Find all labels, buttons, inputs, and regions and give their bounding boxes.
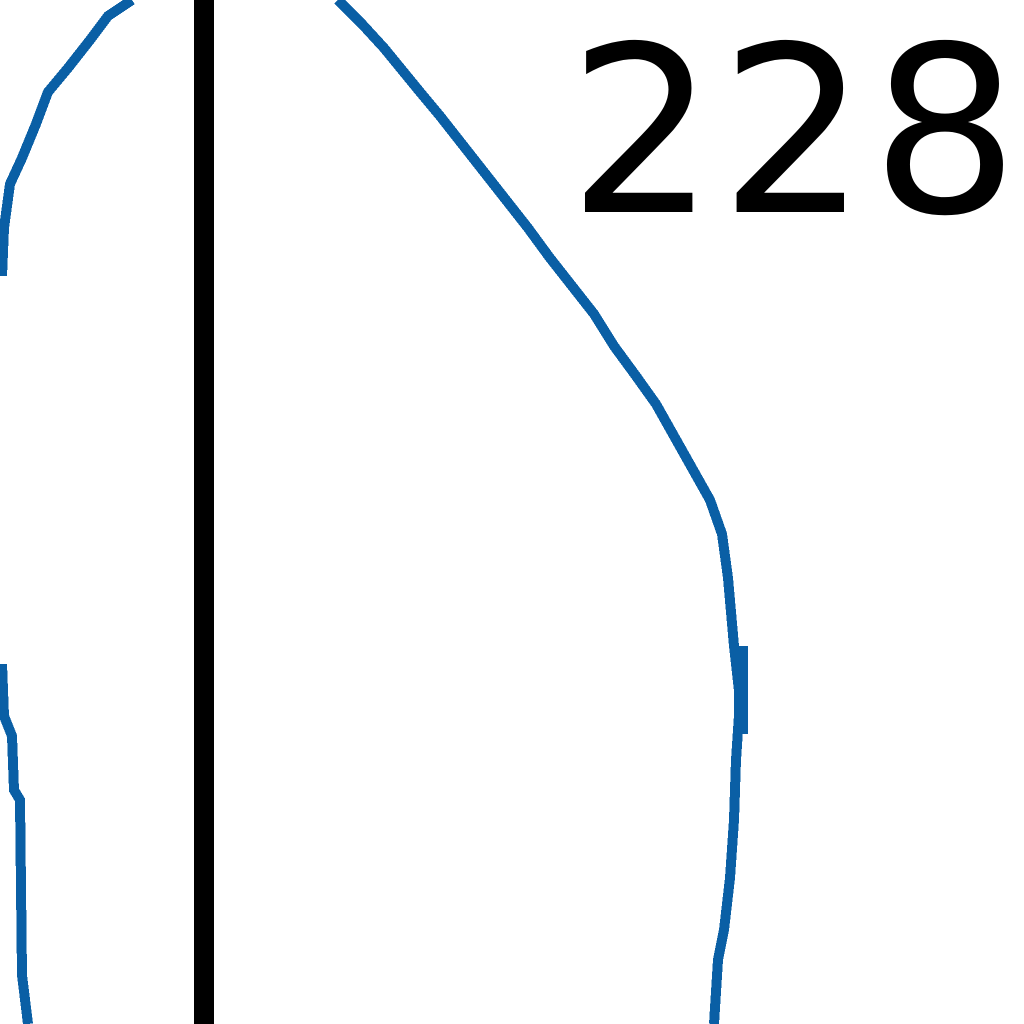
contour-line-left-lower: [0, 663, 33, 1024]
contour-line-right-thick: [734, 646, 748, 734]
contour-line-right: [334, 0, 746, 1024]
contour-line-left: [0, 0, 135, 277]
contour-elevation-label: 228: [568, 0, 1023, 267]
